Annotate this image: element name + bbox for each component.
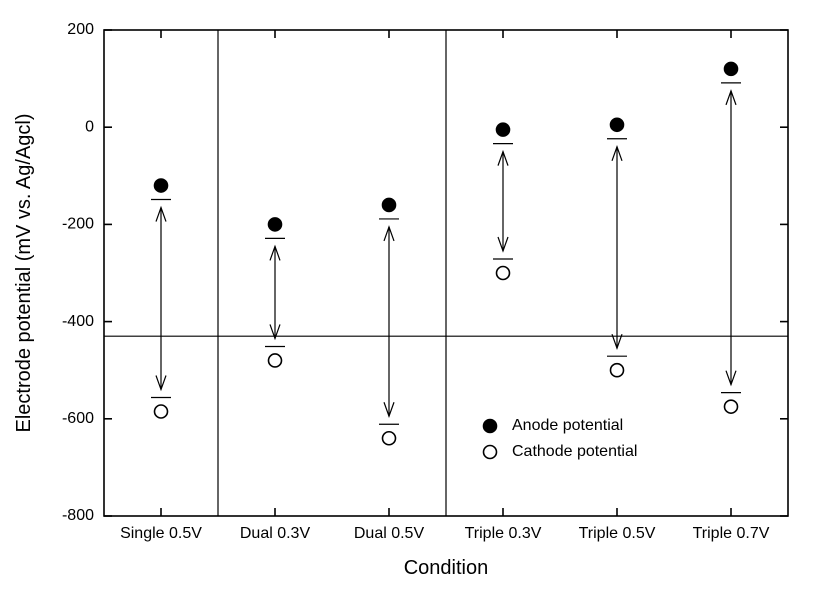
y-tick-label: -400 (62, 313, 94, 330)
cathode-marker (155, 405, 168, 418)
x-tick-label: Triple 0.5V (579, 525, 656, 542)
cathode-marker (269, 354, 282, 367)
cathode-marker (497, 267, 510, 280)
y-tick-label: -600 (62, 410, 94, 427)
x-tick-label: Dual 0.5V (354, 525, 425, 542)
y-tick-label: -800 (62, 507, 94, 524)
anode-marker (383, 198, 396, 211)
anode-marker (269, 218, 282, 231)
anode-marker (497, 123, 510, 136)
electrode-potential-chart: -800 -600 -400 -200 0 200 Electrode potential … (0, 0, 826, 601)
x-tick-label: Triple 0.7V (693, 525, 770, 542)
legend-label-cathode: Cathode potential (512, 443, 637, 460)
cathode-marker (725, 400, 738, 413)
y-tick-label: -200 (62, 216, 94, 233)
legend-label-anode: Anode potential (512, 417, 623, 434)
anode-marker (725, 62, 738, 75)
anode-marker (611, 118, 624, 131)
anode-marker (155, 179, 168, 192)
cathode-marker (383, 432, 396, 445)
y-tick-label: 0 (85, 118, 94, 135)
x-tick-label: Triple 0.3V (465, 525, 542, 542)
x-tick-label: Dual 0.3V (240, 525, 311, 542)
cathode-marker (611, 364, 624, 377)
y-tick-label: 200 (67, 21, 94, 38)
x-axis-label: Condition (404, 557, 489, 579)
legend-marker-cathode (484, 446, 497, 459)
chart-background (0, 0, 826, 601)
legend-marker-anode (484, 420, 497, 433)
x-tick-label: Single 0.5V (120, 525, 202, 542)
y-axis-label: Electrode potential (mV vs. Ag/Agcl) (13, 113, 35, 432)
